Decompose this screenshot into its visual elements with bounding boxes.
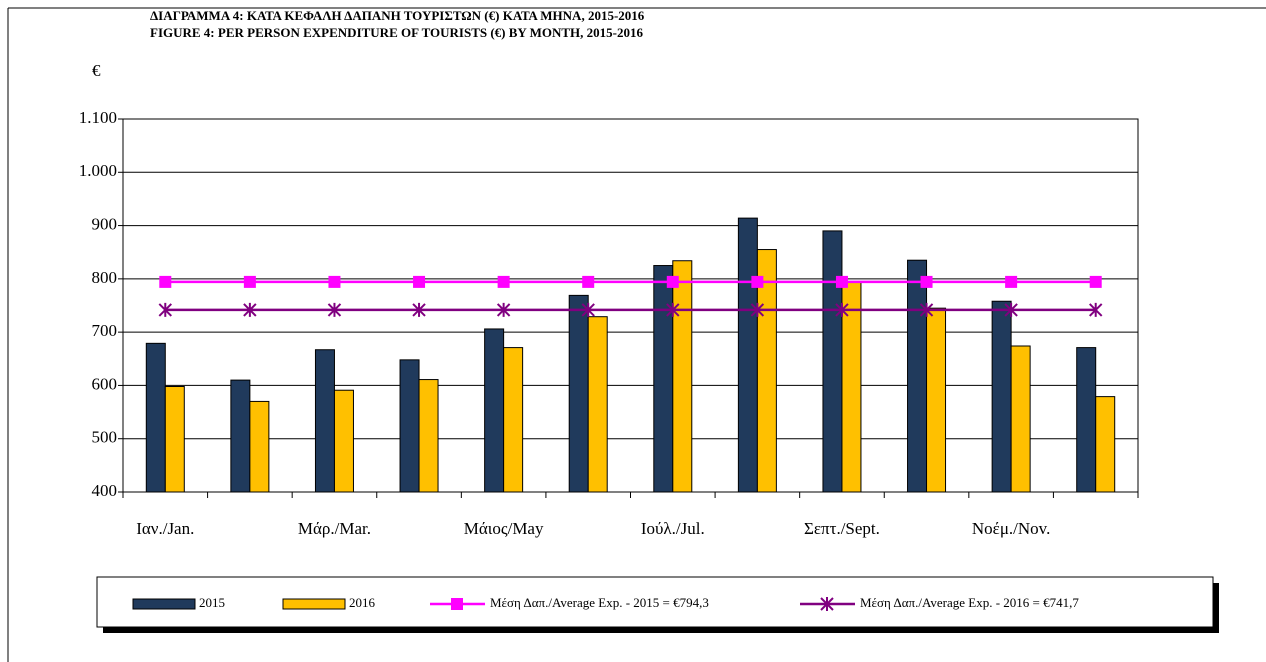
legend-label: 2015 (199, 595, 225, 610)
marker (1005, 275, 1018, 288)
marker (328, 275, 341, 288)
bar (991, 300, 1012, 493)
y-tick-label: 700 (92, 321, 118, 340)
y-tick-label: 400 (92, 481, 118, 500)
legend-swatch (132, 598, 196, 610)
y-tick-label: 600 (92, 374, 118, 393)
marker (159, 275, 172, 288)
marker (451, 598, 463, 610)
marker (751, 275, 764, 288)
legend-label: Μέση Δαπ./Average Exp. - 2016 = €741,7 (860, 595, 1079, 610)
marker (412, 302, 426, 317)
marker (327, 302, 342, 317)
x-tick-label: Νοέμ./Nov. (972, 519, 1050, 538)
x-tick-label: Μάρ./Mar. (298, 519, 371, 538)
bar (737, 217, 758, 493)
marker (582, 275, 595, 288)
marker (835, 275, 848, 288)
bar (164, 385, 185, 493)
chart-title: ΔΙΑΓΡΑΜΜΑ 4: ΚΑΤΑ ΚΕΦΑΛΗ ΔΑΠΑΝΗ ΤΟΥΡΙΣΤΩ… (150, 8, 645, 23)
marker (1089, 275, 1102, 288)
y-tick-label: 500 (92, 428, 118, 447)
x-tick-label: Μάιος/May (464, 519, 544, 538)
marker (413, 275, 426, 288)
marker (496, 302, 511, 317)
marker (820, 597, 834, 611)
chart-subtitle: FIGURE 4: PER PERSON EXPENDITURE OF TOUR… (150, 25, 643, 40)
bar (907, 259, 928, 493)
bar (653, 265, 674, 493)
bar (418, 379, 439, 493)
x-tick-label: Ιαν./Jan. (136, 519, 194, 538)
marker (243, 275, 256, 288)
marker (1089, 302, 1103, 317)
legend-label: 2016 (349, 595, 376, 610)
plot-area (122, 118, 1139, 493)
legend-swatch (282, 598, 346, 610)
x-tick-label: Σεπτ./Sept. (804, 519, 880, 538)
marker (581, 302, 595, 317)
marker (835, 302, 849, 317)
y-tick-label: 1.000 (79, 161, 117, 180)
y-axis-label: € (92, 61, 101, 80)
marker (243, 302, 257, 317)
bar (672, 260, 693, 493)
y-tick-label: 1.100 (79, 108, 117, 127)
bar (1076, 347, 1097, 493)
bar (314, 349, 335, 493)
marker (497, 275, 510, 288)
bar (145, 342, 166, 493)
bar (1095, 396, 1116, 493)
legend-label: Μέση Δαπ./Average Exp. - 2015 = €794,3 (490, 595, 709, 610)
bar (230, 379, 251, 493)
bar (926, 307, 947, 493)
x-tick-label: Ιούλ./Jul. (641, 519, 705, 538)
marker (1004, 302, 1018, 317)
marker (158, 302, 172, 317)
bar (249, 400, 270, 493)
marker (750, 302, 765, 317)
y-tick-label: 800 (92, 268, 118, 287)
bar (587, 316, 608, 493)
bar (822, 230, 843, 493)
marker (666, 302, 680, 317)
bar (333, 389, 354, 493)
y-tick-label: 900 (92, 214, 118, 233)
bar (399, 359, 420, 493)
marker (919, 302, 934, 317)
bar (503, 347, 524, 493)
bar (1010, 345, 1031, 493)
bar (484, 328, 505, 493)
bar (568, 294, 589, 493)
marker (920, 275, 933, 288)
marker (666, 275, 679, 288)
